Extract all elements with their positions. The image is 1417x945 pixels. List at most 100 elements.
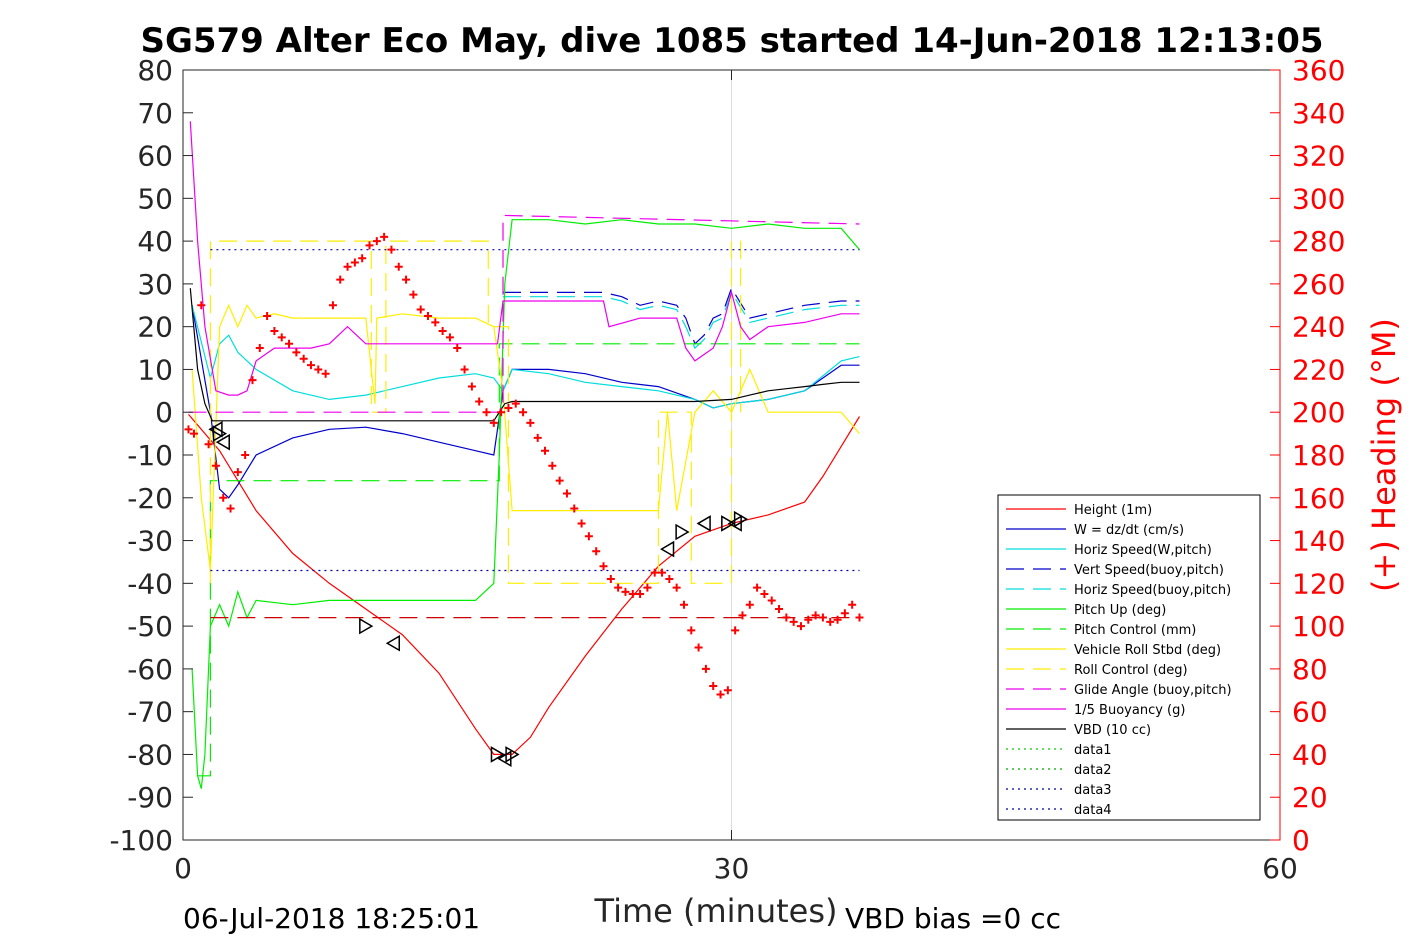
legend-label: Pitch Control (mm) xyxy=(1074,623,1196,638)
heading-point xyxy=(541,446,550,455)
series-layer xyxy=(184,121,864,789)
heading-point xyxy=(636,590,645,599)
heading-point xyxy=(833,615,842,624)
right-axis-label: (+) Heading (°M) xyxy=(1365,318,1403,592)
legend-label: Vert Speed(buoy,pitch) xyxy=(1074,563,1224,578)
heading-point xyxy=(350,258,359,267)
y-tick-label: 60 xyxy=(137,140,173,173)
heading-point xyxy=(226,504,235,513)
heading-point xyxy=(533,433,542,442)
y-tick-label: -60 xyxy=(127,653,173,686)
heading-point xyxy=(431,318,440,327)
right-tick-label: 100 xyxy=(1292,610,1345,643)
legend-label: data4 xyxy=(1074,803,1112,818)
series-line-10 xyxy=(189,121,860,396)
right-tick-label: 20 xyxy=(1292,781,1328,814)
right-tick-label: 260 xyxy=(1292,268,1345,301)
x-axis-label: Time (minutes) xyxy=(594,892,838,930)
heading-point xyxy=(380,232,389,241)
heading-point xyxy=(628,590,637,599)
heading-point xyxy=(184,425,193,434)
vbd-bias-label: VBD bias =0 cc xyxy=(845,902,1061,935)
heading-point xyxy=(767,596,776,605)
heading-point xyxy=(189,429,198,438)
heading-point xyxy=(665,575,674,584)
heading-point xyxy=(650,568,659,577)
heading-point xyxy=(782,613,791,622)
heading-point xyxy=(219,493,228,502)
heading-point xyxy=(277,333,286,342)
heading-point xyxy=(672,583,681,592)
heading-point xyxy=(394,262,403,271)
heading-point xyxy=(343,262,352,271)
x-tick-label: 60 xyxy=(1262,852,1298,885)
right-tick-label: 80 xyxy=(1292,653,1328,686)
right-tick-label: 40 xyxy=(1292,738,1328,771)
heading-point xyxy=(467,382,476,391)
heading-point xyxy=(372,237,381,246)
heading-point xyxy=(555,476,564,485)
heading-point xyxy=(511,399,520,408)
y-tick-label: -10 xyxy=(127,439,173,472)
y-tick-label: -50 xyxy=(127,610,173,643)
series-line-11 xyxy=(189,288,860,422)
heading-point xyxy=(416,305,425,314)
heading-point xyxy=(233,468,242,477)
y-tick-label: -70 xyxy=(127,696,173,729)
y-tick-label: 0 xyxy=(155,396,173,429)
heading-point xyxy=(679,600,688,609)
y-tick-label: 40 xyxy=(137,225,173,258)
heading-point xyxy=(753,583,762,592)
heading-point xyxy=(504,403,513,412)
heading-point xyxy=(775,605,784,613)
heading-point xyxy=(570,504,579,513)
heading-point xyxy=(709,682,718,690)
heading-point xyxy=(731,626,740,635)
heading-point xyxy=(687,626,696,635)
heading-point xyxy=(614,583,623,592)
right-tick-label: 0 xyxy=(1292,824,1310,857)
legend-label: Horiz Speed(buoy,pitch) xyxy=(1074,583,1231,598)
heading-point xyxy=(358,254,367,263)
right-tick-label: 200 xyxy=(1292,396,1345,429)
heading-point xyxy=(211,461,220,470)
heading-point xyxy=(409,290,418,299)
axes: 0 30 6080706050403020100-10-20-30-40-50-60… xyxy=(109,54,1345,885)
y-tick-label: 70 xyxy=(137,97,173,130)
right-tick-label: 360 xyxy=(1292,54,1345,87)
heading-point xyxy=(745,600,754,609)
right-tick-label: 140 xyxy=(1292,525,1345,558)
series-line-8 xyxy=(209,240,742,584)
heading-point xyxy=(562,489,571,498)
right-tick-label: 160 xyxy=(1292,482,1345,515)
heading-point xyxy=(592,547,601,556)
series-line-5 xyxy=(191,219,860,789)
y-tick-label: -40 xyxy=(127,567,173,600)
heading-point xyxy=(584,532,593,541)
heading-point xyxy=(855,613,864,622)
heading-point xyxy=(658,568,667,577)
heading-point xyxy=(387,245,396,254)
legend: Height (1m) W = dz/dt (cm/s) Horiz Speed(W… xyxy=(997,494,1261,821)
heading-point xyxy=(738,611,747,620)
series-line-7 xyxy=(191,303,860,571)
y-tick-label: -20 xyxy=(127,482,173,515)
y-tick-label: 80 xyxy=(137,54,173,87)
heading-point xyxy=(299,354,308,363)
heading-point xyxy=(826,617,835,626)
triangle-marker xyxy=(733,510,749,528)
heading-point xyxy=(445,333,454,342)
legend-label: Horiz Speed(W,pitch) xyxy=(1074,543,1212,558)
triangle-marker xyxy=(385,634,401,652)
heading-point xyxy=(270,326,279,335)
heading-point xyxy=(701,664,710,673)
heading-point xyxy=(314,365,323,374)
legend-label: Vehicle Roll Stbd (deg) xyxy=(1074,643,1221,658)
x-tick-label: 0 xyxy=(174,852,192,885)
triangle-marker xyxy=(215,433,230,451)
y-tick-label: -90 xyxy=(127,781,173,814)
heading-point xyxy=(241,451,250,459)
chart-title: SG579 Alter Eco May, dive 1085 started 1… xyxy=(140,21,1323,61)
x-tick-label: 30 xyxy=(714,852,750,885)
